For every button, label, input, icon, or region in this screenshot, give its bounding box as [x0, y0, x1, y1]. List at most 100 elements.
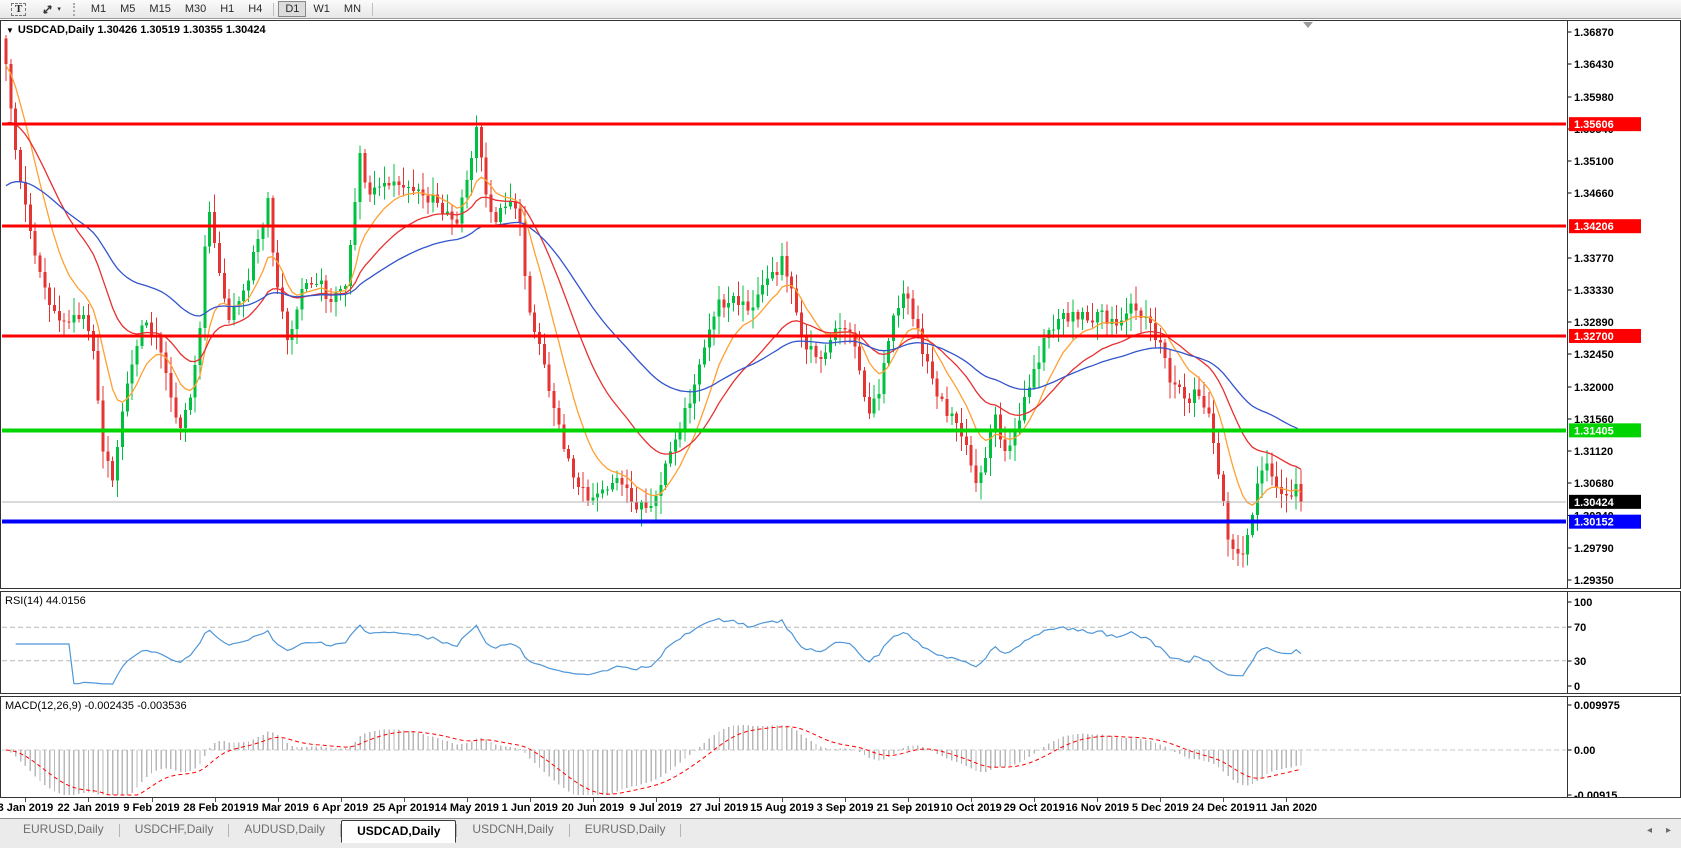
toolbar: T ▾ M1 M5 M15 M30 H1 H4 D1 W1 MN [0, 0, 1681, 19]
date-tick [1097, 798, 1099, 802]
arrange-button[interactable]: ▾ [34, 1, 68, 17]
tab-separator [340, 824, 342, 837]
svg-text:-0.00915: -0.00915 [1574, 790, 1617, 798]
symbol-dropdown-icon[interactable]: ▼ [6, 26, 14, 35]
chart-tab-eurusd-daily[interactable]: EURUSD,Daily [23, 822, 104, 836]
chart-title: ▼ USDCAD,Daily 1.30426 1.30519 1.30355 1.… [6, 24, 266, 36]
date-label: 11 Jan 2020 [1255, 802, 1317, 814]
date-tick [908, 798, 910, 802]
level-price-label [1569, 219, 1641, 234]
date-label: 25 Apr 2019 [373, 802, 435, 814]
slow-ma-line [5, 181, 1302, 432]
chart-tab-usdcad-daily[interactable]: USDCAD,Daily [341, 820, 457, 843]
date-label: 16 Nov 2019 [1065, 802, 1130, 814]
chart-symbol: USDCAD,Daily [17, 24, 95, 36]
svg-text:1.35980: 1.35980 [1574, 92, 1614, 104]
level-price-label [1569, 117, 1641, 132]
price-chart-panel[interactable]: 1.368701.364301.359801.355401.351001.346… [0, 20, 1681, 589]
chart-region: 1.368701.364301.359801.355401.351001.346… [0, 20, 1681, 798]
candlesticks [4, 35, 1303, 568]
svg-text:1.32890: 1.32890 [1574, 317, 1614, 329]
date-tick [718, 798, 720, 802]
date-tick [25, 798, 27, 802]
svg-text:1.31405: 1.31405 [1574, 425, 1614, 437]
tab-separator [118, 824, 120, 837]
date-label: 1 Jun 2019 [501, 802, 558, 814]
svg-text:1.35606: 1.35606 [1574, 119, 1614, 131]
arrange-icon [43, 4, 53, 14]
chart-tab-eurusd-daily[interactable]: EURUSD,Daily [584, 822, 666, 836]
date-tick [1286, 798, 1288, 802]
svg-text:1.32000: 1.32000 [1574, 382, 1614, 394]
chart-tab-usdcnh-daily[interactable]: USDCNH,Daily [472, 822, 554, 836]
svg-text:1.31120: 1.31120 [1574, 446, 1613, 458]
svg-text:1.33330: 1.33330 [1574, 285, 1614, 297]
rsi-indicator-panel[interactable]: 100 70 30 0 [0, 591, 1681, 694]
rsi-indicator-label: RSI(14) 44.0156 [5, 595, 86, 607]
svg-text:0: 0 [1574, 681, 1580, 693]
svg-text:1.30152: 1.30152 [1574, 517, 1614, 529]
toolbar-separator [273, 2, 275, 16]
chart-shift-marker-icon[interactable] [1303, 22, 1313, 28]
tab-separator [680, 824, 682, 837]
macd-signal-line [5, 726, 1302, 796]
date-tick [782, 798, 783, 802]
svg-text:1.35100: 1.35100 [1574, 156, 1614, 168]
date-label: 21 Sep 2019 [876, 802, 940, 814]
level-price-label [1569, 514, 1641, 529]
rsi-line [15, 617, 1302, 685]
date-label: 3 Jan 2019 [0, 802, 54, 814]
svg-text:1.30424: 1.30424 [1574, 497, 1615, 509]
date-label: 22 Jan 2019 [57, 802, 120, 814]
text-tool-button[interactable]: T [4, 1, 33, 17]
dropdown-caret-icon[interactable]: ▾ [57, 6, 61, 13]
timeframe-button-h1[interactable]: H1 [213, 1, 241, 17]
date-label: 28 Feb 2019 [183, 802, 246, 814]
timeframe-button-m30[interactable]: M30 [178, 1, 213, 17]
price-axis-ticks: 1.368701.364301.359801.355401.351001.346… [1567, 27, 1614, 587]
timeframe-button-w1[interactable]: W1 [306, 1, 337, 17]
timeframe-button-m5[interactable]: M5 [113, 1, 142, 17]
date-label: 9 Feb 2019 [123, 802, 180, 814]
date-tick [592, 798, 594, 802]
level-price-label [1569, 423, 1641, 438]
macd-indicator-panel[interactable]: 0.009975 0.00 -0.00915 [0, 696, 1681, 798]
svg-text:1.36430: 1.36430 [1574, 59, 1614, 71]
date-label: 24 Dec 2019 [1191, 802, 1255, 814]
date-label: 19 Mar 2019 [246, 802, 309, 814]
tab-separator [456, 824, 458, 837]
toolbar-separator [372, 2, 374, 16]
chart-tab-usdchf-daily[interactable]: USDCHF,Daily [134, 822, 214, 836]
svg-text:30: 30 [1574, 656, 1586, 668]
svg-text:1.31560: 1.31560 [1574, 414, 1614, 426]
timeframe-button-mn[interactable]: MN [337, 1, 368, 17]
date-label: 6 Apr 2019 [313, 802, 369, 814]
date-axis[interactable]: 3 Jan 2019 22 Jan 2019 9 Feb 2019 28 Feb 20… [0, 798, 1681, 818]
date-tick [277, 798, 279, 802]
timeframe-button-m1[interactable]: M1 [84, 1, 113, 17]
date-label: 29 Oct 2019 [1003, 802, 1065, 814]
tab-scroll-right-icon[interactable]: ▸ [1665, 825, 1671, 836]
date-tick [214, 798, 216, 802]
svg-text:1.34660: 1.34660 [1574, 188, 1614, 200]
chart-tab-audusd-daily[interactable]: AUDUSD,Daily [244, 822, 326, 836]
svg-text:1.32450: 1.32450 [1574, 349, 1614, 361]
timeframe-button-group: M1 M5 M15 M30 H1 H4 D1 W1 MN [84, 1, 377, 17]
timeframe-button-d1[interactable]: D1 [278, 1, 307, 17]
date-tick [466, 798, 468, 802]
date-tick [655, 798, 657, 802]
date-tick [88, 798, 90, 802]
date-label: 5 Dec 2019 [1131, 802, 1189, 814]
svg-text:70: 70 [1574, 622, 1586, 634]
date-label: 14 May 2019 [434, 802, 499, 814]
date-tick [403, 798, 405, 802]
medium-ma-line [5, 121, 1302, 470]
timeframe-button-m15[interactable]: M15 [142, 1, 177, 17]
timeframe-button-h4[interactable]: H4 [241, 1, 269, 17]
date-tick [1034, 798, 1036, 802]
svg-text:0.00: 0.00 [1574, 745, 1595, 757]
tab-scroll-left-icon[interactable]: ◂ [1646, 825, 1652, 836]
date-tick [845, 798, 847, 802]
date-label: 20 Jun 2019 [561, 802, 625, 814]
